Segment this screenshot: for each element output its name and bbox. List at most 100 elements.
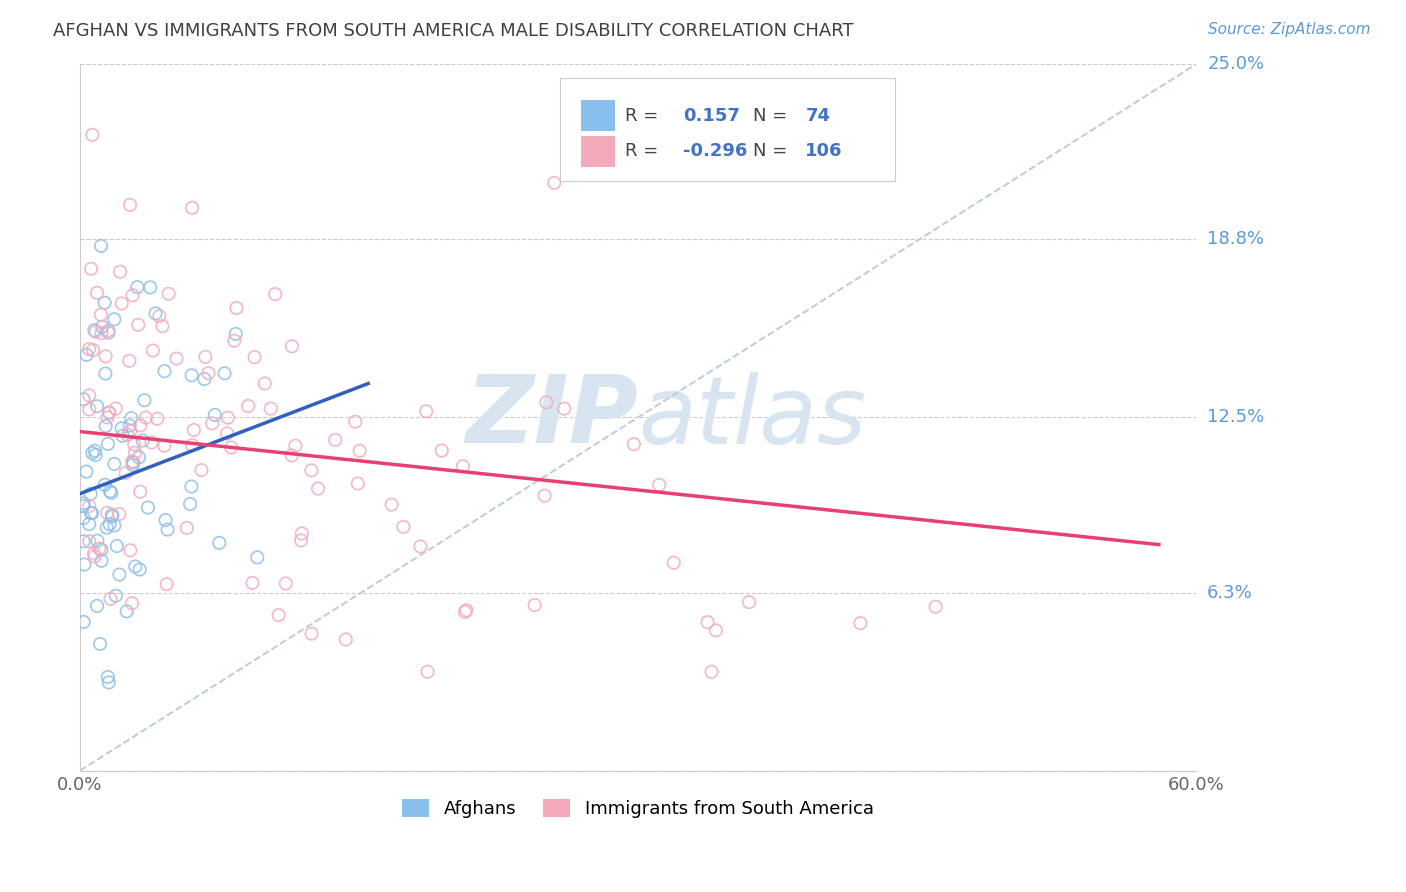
Point: [98, 405, 121, 419]
Point: [105, 539, 128, 553]
Point: [120, 543, 142, 558]
Point: [146, 412, 169, 426]
Point: [124, 445, 146, 459]
Point: [98, 517, 121, 532]
Point: [94, 477, 117, 491]
Point: [454, 605, 477, 619]
Point: [122, 455, 145, 469]
Text: 25.0%: 25.0%: [1208, 55, 1264, 73]
Point: [90, 326, 112, 341]
Point: [208, 536, 231, 550]
Point: [290, 533, 312, 548]
Point: [201, 417, 224, 431]
Point: [260, 401, 283, 416]
Point: [157, 286, 180, 301]
FancyBboxPatch shape: [560, 78, 894, 181]
Point: [82, 128, 104, 142]
Point: [344, 415, 367, 429]
Point: [217, 410, 239, 425]
Point: [134, 393, 156, 408]
Point: [181, 201, 204, 215]
Point: [217, 426, 239, 441]
Text: 18.8%: 18.8%: [1208, 230, 1264, 248]
Point: [129, 418, 152, 433]
Point: [121, 288, 143, 302]
Point: [72, 392, 94, 407]
Point: [90, 542, 112, 557]
Point: [118, 198, 141, 212]
Point: [264, 287, 287, 301]
Point: [148, 309, 170, 323]
Point: [219, 441, 242, 455]
Text: R =: R =: [624, 107, 664, 125]
Point: [114, 466, 136, 480]
Point: [180, 479, 202, 493]
Point: [152, 319, 174, 334]
Point: [281, 449, 304, 463]
Point: [253, 376, 276, 391]
Point: [121, 458, 143, 472]
Point: [135, 410, 157, 425]
Point: [73, 558, 96, 572]
Point: [96, 521, 118, 535]
Point: [84, 448, 107, 462]
Point: [136, 500, 159, 515]
Point: [103, 312, 125, 326]
Point: [193, 372, 215, 386]
Point: [72, 615, 94, 629]
Point: [97, 670, 120, 684]
Text: atlas: atlas: [638, 372, 866, 463]
Point: [704, 624, 727, 638]
Point: [111, 421, 134, 435]
Point: [141, 435, 163, 450]
Point: [197, 366, 219, 380]
Point: [121, 454, 143, 468]
Point: [77, 388, 100, 402]
Point: [127, 318, 149, 332]
Point: [166, 351, 188, 366]
Text: 0.157: 0.157: [683, 107, 740, 125]
Point: [225, 326, 247, 341]
Point: [124, 559, 146, 574]
Point: [349, 443, 371, 458]
Point: [111, 429, 134, 443]
Point: [108, 507, 131, 521]
Point: [101, 508, 124, 522]
Point: [122, 437, 145, 451]
Point: [77, 402, 100, 417]
Point: [183, 423, 205, 437]
Point: [129, 484, 152, 499]
Point: [94, 419, 117, 434]
Point: [121, 596, 143, 610]
Text: AFGHAN VS IMMIGRANTS FROM SOUTH AMERICA MALE DISABILITY CORRELATION CHART: AFGHAN VS IMMIGRANTS FROM SOUTH AMERICA …: [53, 22, 853, 40]
Point: [194, 350, 217, 364]
Point: [77, 342, 100, 356]
Point: [696, 615, 718, 629]
Point: [274, 576, 297, 591]
Point: [97, 437, 120, 451]
Point: [90, 308, 112, 322]
Point: [127, 280, 149, 294]
Point: [97, 326, 120, 340]
Point: [80, 506, 103, 520]
Point: [77, 499, 100, 513]
Text: ZIP: ZIP: [465, 371, 638, 464]
Point: [86, 599, 108, 613]
Point: [94, 349, 117, 363]
Point: [738, 595, 761, 609]
Point: [108, 265, 131, 279]
Point: [82, 446, 104, 460]
Point: [103, 518, 125, 533]
Point: [243, 350, 266, 364]
Point: [83, 549, 105, 564]
Point: [103, 457, 125, 471]
Point: [120, 411, 142, 425]
Text: 6.3%: 6.3%: [1208, 583, 1253, 601]
Point: [83, 323, 105, 337]
Point: [291, 526, 314, 541]
Point: [104, 589, 127, 603]
Point: [623, 437, 645, 451]
Point: [323, 433, 346, 447]
Point: [553, 401, 575, 416]
Point: [117, 428, 139, 442]
